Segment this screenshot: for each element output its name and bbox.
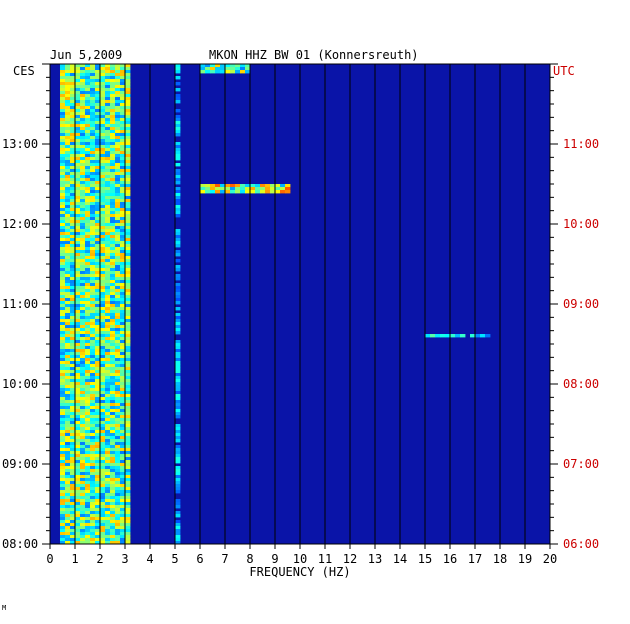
x-tick-label: 7 (221, 552, 228, 566)
x-tick-label: 14 (393, 552, 407, 566)
chart-date: Jun 5,2009 (50, 48, 122, 62)
x-tick-label: 4 (146, 552, 153, 566)
x-tick-label: 19 (518, 552, 532, 566)
x-tick-label: 15 (418, 552, 432, 566)
right-time-label: 11:00 (563, 137, 599, 151)
x-tick-label: 13 (368, 552, 382, 566)
x-tick-label: 18 (493, 552, 507, 566)
left-time-label: 11:00 (2, 297, 38, 311)
x-tick-label: 16 (443, 552, 457, 566)
x-tick-label: 20 (543, 552, 557, 566)
x-tick-label: 6 (196, 552, 203, 566)
chart-title: MKON HHZ BW 01 (Konnersreuth) (209, 48, 419, 62)
x-tick-label: 11 (318, 552, 332, 566)
x-tick-label: 12 (343, 552, 357, 566)
x-axis-label: FREQUENCY (HZ) (249, 565, 350, 579)
x-tick-label: 9 (271, 552, 278, 566)
x-tick-label: 0 (46, 552, 53, 566)
left-time-label: 13:00 (2, 137, 38, 151)
right-time-label: 08:00 (563, 377, 599, 391)
right-time-label: 09:00 (563, 297, 599, 311)
x-tick-label: 5 (171, 552, 178, 566)
right-time-label: 10:00 (563, 217, 599, 231)
right-time-label: 07:00 (563, 457, 599, 471)
x-tick-label: 2 (96, 552, 103, 566)
right-time-label: 06:00 (563, 537, 599, 551)
left-time-label: 08:00 (2, 537, 38, 551)
left-time-label: 10:00 (2, 377, 38, 391)
x-tick-label: 17 (468, 552, 482, 566)
x-tick-label: 8 (246, 552, 253, 566)
left-timezone-label: CES (13, 64, 35, 78)
x-tick-label: 1 (71, 552, 78, 566)
right-timezone-label: UTC (553, 64, 575, 78)
footer-mark: M (2, 604, 7, 612)
left-time-label: 12:00 (2, 217, 38, 231)
x-tick-label: 10 (293, 552, 307, 566)
left-time-label: 09:00 (2, 457, 38, 471)
x-tick-label: 3 (121, 552, 128, 566)
